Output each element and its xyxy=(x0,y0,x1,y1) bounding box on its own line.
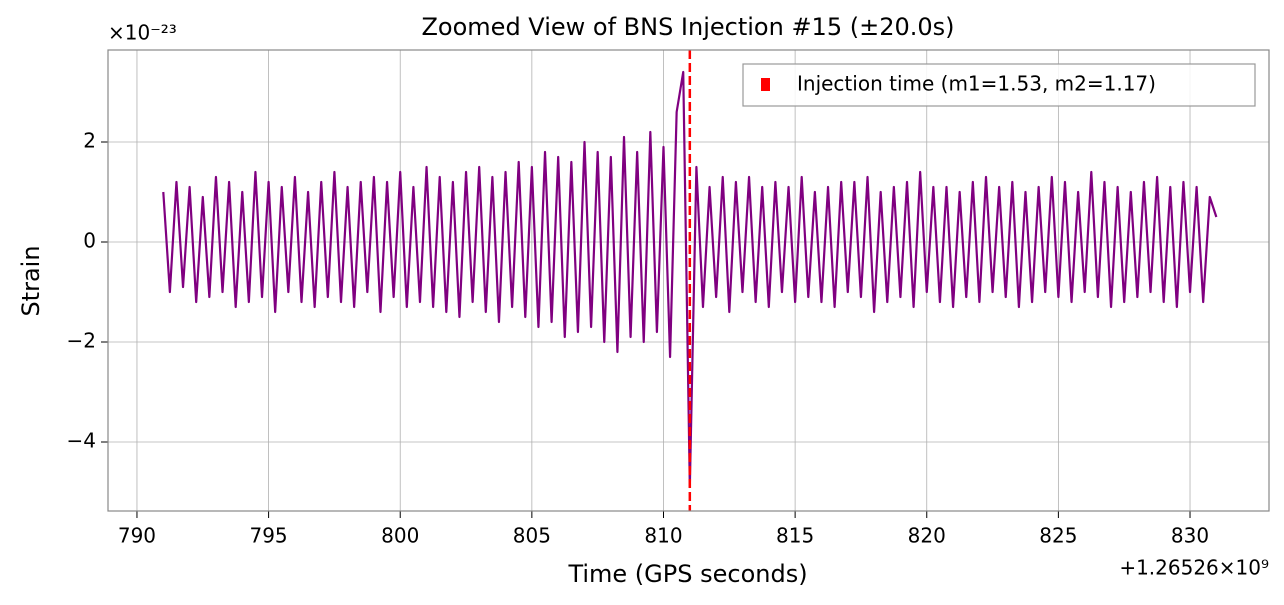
y-axis-label: Strain xyxy=(17,245,45,316)
x-tick-label: 810 xyxy=(644,524,682,548)
chart-title: Zoomed View of BNS Injection #15 (±20.0s… xyxy=(421,13,954,41)
x-tick-label: 790 xyxy=(118,524,156,548)
x-tick-label: 830 xyxy=(1171,524,1209,548)
legend-marker xyxy=(761,78,770,91)
y-tick-label: −2 xyxy=(67,329,96,353)
x-tick-label: 795 xyxy=(249,524,287,548)
y-multiplier-label: ×10⁻²³ xyxy=(108,21,177,45)
x-tick-label: 815 xyxy=(776,524,814,548)
x-tick-label: 800 xyxy=(381,524,419,548)
x-tick-label: 805 xyxy=(513,524,551,548)
x-tick-label: 825 xyxy=(1039,524,1077,548)
plot-frame xyxy=(107,49,1270,512)
y-tick-label: 0 xyxy=(83,229,96,253)
y-tick-label: −4 xyxy=(67,429,96,453)
x-axis-label: Time (GPS seconds) xyxy=(567,560,807,588)
legend-box xyxy=(742,63,1256,107)
legend-label: Injection time (m1=1.53, m2=1.17) xyxy=(797,72,1156,96)
y-tick-label: 2 xyxy=(83,129,96,153)
x-tick-label: 820 xyxy=(908,524,946,548)
x-offset-label: +1.26526×10⁹ xyxy=(1119,556,1269,580)
